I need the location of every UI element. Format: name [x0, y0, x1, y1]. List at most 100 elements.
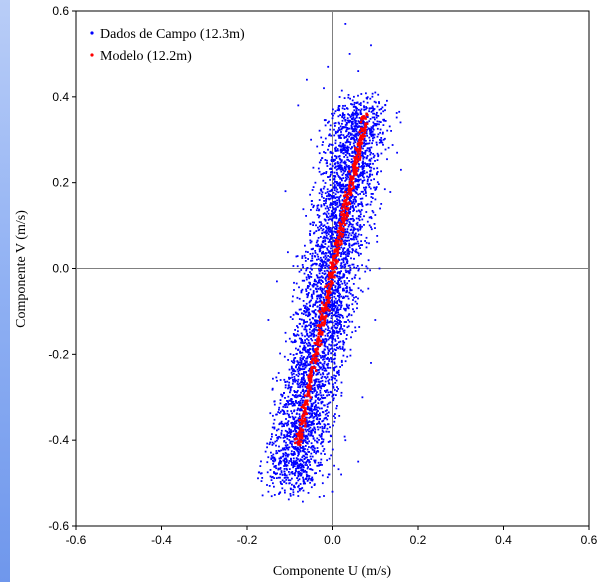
field-data-point — [281, 479, 284, 482]
model-point — [361, 129, 365, 132]
field-data-point — [293, 281, 295, 284]
field-data-point — [372, 133, 375, 136]
field-data-point — [333, 389, 336, 391]
field-data-point — [305, 293, 308, 296]
field-data-point — [339, 168, 342, 171]
field-data-point — [346, 306, 349, 309]
field-data-point — [296, 461, 298, 464]
field-data-point — [344, 180, 347, 182]
field-data-point — [302, 300, 305, 302]
field-data-point — [336, 272, 339, 275]
model-point — [334, 259, 338, 262]
field-data-point — [300, 360, 303, 362]
field-data-point — [382, 124, 385, 126]
model-points — [294, 112, 369, 447]
field-data-point — [357, 168, 360, 171]
field-data-point — [287, 395, 290, 398]
field-data-point — [325, 234, 328, 237]
field-data-point — [351, 111, 354, 114]
field-data-point — [371, 210, 374, 212]
field-data-point — [272, 462, 274, 465]
model-point — [323, 320, 326, 323]
field-data-point — [313, 280, 316, 283]
field-data-point — [297, 383, 300, 386]
field-data-point — [333, 374, 335, 377]
field-data-point — [322, 373, 325, 376]
field-data-point — [287, 479, 290, 482]
field-data-point — [310, 479, 313, 481]
field-data-point — [350, 126, 353, 129]
field-data-point — [286, 460, 288, 462]
field-data-point — [302, 489, 305, 492]
model-point — [335, 250, 338, 253]
field-data-point — [302, 446, 305, 448]
y-tick-label: 0.2 — [52, 176, 69, 190]
field-data-point — [311, 396, 313, 399]
field-data-point — [331, 217, 334, 220]
field-data-point — [321, 232, 323, 235]
field-data-point — [323, 172, 325, 174]
field-data-point — [316, 275, 319, 278]
field-data-point — [338, 96, 341, 98]
field-data-point — [311, 189, 314, 191]
field-data-point — [318, 279, 321, 281]
field-data-point — [295, 468, 297, 470]
field-data-point — [326, 403, 329, 406]
field-data-point — [326, 205, 329, 208]
field-data-point — [340, 235, 342, 238]
field-data-point — [292, 354, 295, 356]
field-data-point — [325, 377, 328, 380]
field-data-point — [321, 420, 324, 423]
model-point — [323, 317, 326, 321]
field-data-point — [369, 160, 372, 162]
field-data-point — [297, 458, 299, 461]
model-point — [344, 207, 347, 210]
field-data-point — [285, 454, 287, 457]
field-data-point — [327, 335, 329, 337]
model-point — [320, 317, 323, 320]
field-data-point — [321, 287, 323, 290]
model-point — [341, 235, 344, 238]
field-data-point — [324, 207, 327, 210]
model-point — [333, 250, 336, 253]
field-data-point — [351, 232, 354, 234]
field-data-point — [316, 391, 318, 394]
field-data-point — [332, 266, 335, 269]
field-data-point — [324, 159, 327, 161]
field-data-point — [311, 476, 314, 479]
field-data-point — [299, 402, 302, 404]
field-data-point — [369, 187, 372, 190]
field-data-point — [292, 295, 294, 298]
field-data-point — [346, 295, 349, 298]
field-data-point — [291, 483, 293, 486]
field-data-point — [299, 384, 302, 387]
model-point — [325, 314, 328, 318]
field-data-point — [325, 229, 328, 232]
field-data-point — [269, 469, 272, 471]
model-point — [337, 236, 340, 239]
model-point — [300, 440, 303, 443]
field-data-point — [367, 287, 370, 290]
field-data-point — [342, 316, 344, 319]
field-data-point — [306, 383, 308, 386]
field-data-point — [330, 253, 332, 256]
field-data-point — [336, 184, 339, 187]
model-point — [363, 135, 366, 138]
field-data-point — [309, 348, 311, 351]
field-data-point — [386, 158, 388, 161]
field-data-point — [380, 140, 382, 142]
field-data-point — [362, 161, 364, 163]
field-data-point — [310, 138, 312, 141]
field-data-point — [314, 339, 317, 341]
field-data-point — [297, 446, 299, 449]
field-data-point — [330, 299, 333, 301]
field-data-point — [332, 178, 335, 181]
field-data-point — [307, 406, 310, 409]
field-data-point — [331, 152, 334, 155]
field-data-point — [298, 404, 300, 407]
field-data-point — [310, 259, 312, 262]
field-data-point — [283, 465, 285, 467]
field-data-point — [370, 362, 372, 364]
field-data-point — [294, 472, 297, 474]
field-data-point — [348, 271, 351, 274]
